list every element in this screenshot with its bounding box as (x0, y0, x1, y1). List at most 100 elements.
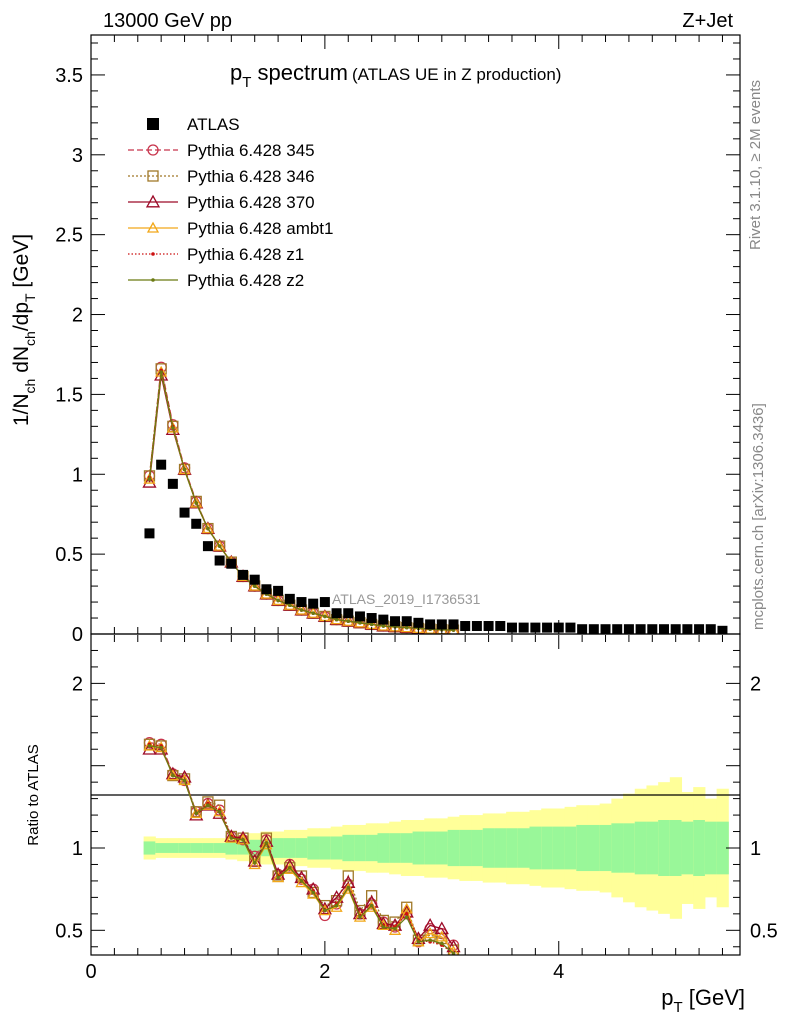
series-marker (311, 611, 315, 616)
series-marker (271, 594, 285, 606)
data-point (308, 598, 319, 609)
y-axis-label-top: 1/Nch dNch/dpT [GeV] (10, 234, 38, 426)
ratio-y-tick-label-right: 1 (750, 838, 761, 860)
ratio-series-marker (404, 912, 409, 916)
ratio-series-marker (323, 908, 327, 913)
ratio-band-inner (541, 826, 554, 870)
ratio-series-marker (299, 879, 304, 883)
ratio-band-inner (482, 828, 495, 868)
ratio-bands (143, 777, 729, 919)
ratio-series-marker (365, 900, 378, 912)
data-point (471, 621, 482, 632)
ratio-band-inner (377, 833, 390, 863)
series-marker (182, 467, 187, 472)
ratio-series-marker (194, 811, 199, 816)
ratio-series-marker (353, 910, 367, 922)
data-point (156, 459, 167, 470)
ratio-band-inner (611, 823, 624, 873)
data-point (401, 616, 412, 627)
data-point (612, 624, 623, 634)
legend-label: ATLAS (187, 115, 240, 134)
ratio-band-inner (178, 843, 191, 853)
ratio-series-marker (260, 838, 273, 850)
series-marker (287, 603, 292, 608)
analysis-tag: ATLAS_2019_I1736531 (332, 591, 481, 607)
ratio-series-marker (271, 871, 285, 883)
data-point (425, 619, 436, 630)
data-point (565, 622, 576, 633)
series-marker (178, 463, 191, 475)
plot-title: pT spectrum (ATLAS UE in Z production) (230, 60, 561, 91)
ratio-band-inner (155, 843, 168, 853)
series-marker (154, 367, 169, 381)
ratio-series-marker (295, 876, 308, 888)
ratio-series-marker (342, 870, 354, 882)
ratio-series-marker (165, 766, 180, 780)
legend-label: Pythia 6.428 ambt1 (187, 219, 333, 238)
ratio-band-inner (319, 836, 332, 860)
header-energy: 13000 GeV pp (103, 10, 232, 32)
series-marker (381, 624, 386, 628)
ratio-plot-frame (90, 633, 741, 956)
ratio-band-inner (389, 833, 402, 863)
legend: ATLAS Pythia 6.428 345 Pythia 6.428 346 Pyt… (128, 115, 333, 290)
x-tick-label: 0 (85, 961, 96, 983)
ratio-band-inner (330, 836, 343, 860)
series-marker (346, 619, 351, 624)
legend-label: Pythia 6.428 345 (187, 141, 315, 160)
data-point (483, 621, 494, 632)
data-point (448, 619, 459, 630)
ratio-series-marker (241, 837, 245, 842)
rivet-version-text: Rivet 3.1.10, ≥ 2M events (747, 80, 764, 250)
ratio-band-inner (529, 826, 542, 870)
ratio-series-marker (388, 923, 402, 935)
x-tick-label: 4 (553, 961, 564, 983)
legend-marker-data (147, 118, 159, 130)
y-tick-label: 1.5 (55, 384, 83, 406)
series-marker (248, 579, 261, 591)
data-point (167, 478, 178, 489)
ratio-series-marker (317, 901, 332, 915)
ratio-series-marker (393, 926, 397, 931)
ratio-y-tick-label: 2 (72, 673, 83, 695)
ratio-series-marker (229, 836, 234, 840)
ratio-band-inner (669, 820, 683, 876)
data-point (495, 621, 506, 632)
ratio-band-inner (564, 826, 577, 870)
data-point (144, 528, 155, 539)
ratio-series-marker (358, 915, 362, 919)
series-marker (201, 522, 215, 534)
data-point (366, 613, 377, 624)
ratio-band-inner (646, 821, 659, 875)
legend-label: Pythia 6.428 z2 (187, 271, 304, 290)
data-point (202, 541, 213, 552)
ratio-band-inner (471, 829, 484, 867)
axis-ticks: 00.511.522.533.50.5 0.51 12 20 2 4 (55, 35, 778, 983)
series-marker (206, 526, 210, 531)
header-process: Z+Jet (682, 10, 733, 32)
ratio-series-marker (142, 741, 157, 755)
ratio-series-marker (252, 861, 257, 865)
ratio-series-marker (190, 807, 203, 819)
series-marker (299, 608, 304, 612)
ratio-band-inner (716, 821, 729, 875)
ratio-band-inner (213, 843, 226, 853)
ratio-series-marker (424, 927, 437, 939)
ratio-series-marker (365, 898, 378, 910)
ratio-band-inner (167, 843, 180, 853)
ratio-series-marker (342, 882, 355, 894)
data-point (261, 584, 272, 595)
series-marker (147, 477, 152, 481)
ratio-band-inner (365, 834, 378, 862)
ratio-series-marker (213, 805, 226, 817)
ratio-band-inner (576, 824, 589, 872)
data-point (588, 624, 599, 634)
ratio-band-inner (143, 841, 156, 855)
ratio-series-marker (224, 829, 239, 842)
data-point (390, 616, 401, 627)
ratio-series-marker (282, 858, 297, 872)
ratio-series-marker (434, 921, 449, 935)
data-point (413, 617, 424, 628)
ratio-series-marker (159, 745, 163, 750)
